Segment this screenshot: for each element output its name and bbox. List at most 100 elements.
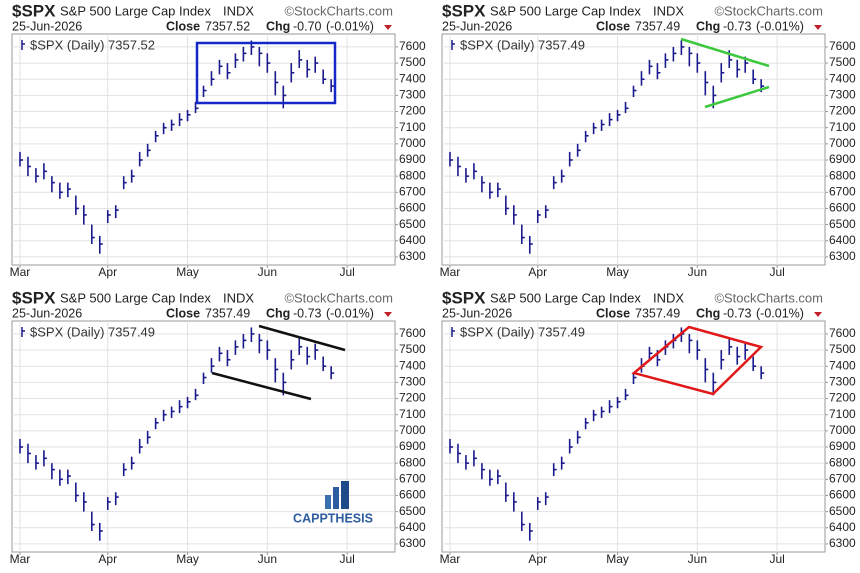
x-tick-label: Jun: [688, 265, 707, 279]
y-tick-label: 7100: [399, 120, 426, 134]
y-tick-label: 6300: [829, 536, 856, 550]
close-label: Close: [166, 19, 200, 33]
down-arrow: [814, 25, 822, 30]
close-label: Close: [596, 306, 630, 320]
close-value: 7357.49: [205, 306, 250, 320]
pattern-line: [704, 85, 770, 109]
chg-value: -0.73: [293, 306, 322, 320]
plot-area: [11, 320, 396, 553]
y-tick-label: 6400: [829, 233, 856, 247]
symbol: $SPX: [442, 1, 486, 20]
x-tick-label: Jun: [258, 552, 277, 566]
logo-bar: [341, 481, 349, 509]
y-tick-label: 6300: [829, 249, 856, 263]
index-name: S&P 500 Large Cap Index: [490, 3, 641, 18]
y-tick-label: 7000: [829, 423, 856, 437]
y-tick-label: 6400: [399, 233, 426, 247]
y-tick-label: 7600: [829, 39, 856, 53]
y-tick-label: 7300: [829, 375, 856, 389]
pattern-box: [195, 41, 337, 105]
watermark: [325, 481, 349, 509]
source: ©StockCharts.com: [284, 3, 393, 18]
chg-value: -0.70: [293, 19, 322, 33]
down-arrow: [384, 312, 392, 317]
date: 25-Jun-2026: [12, 19, 82, 33]
down-arrow: [814, 312, 822, 317]
y-tick-label: 7100: [399, 407, 426, 421]
y-tick-label: 7200: [829, 391, 856, 405]
y-tick-label: 6700: [399, 471, 426, 485]
y-tick-label: 7600: [399, 326, 426, 340]
y-tick-label: 7000: [829, 136, 856, 150]
stock-chart: $SPX S&P 500 Large Cap Index INDX ©StockCha…: [440, 1, 856, 279]
y-tick-label: 6900: [829, 439, 856, 453]
y-tick-label: 6500: [829, 504, 856, 518]
pattern-line: [258, 324, 346, 352]
exchange: INDX: [223, 3, 254, 18]
y-tick-label: 6600: [399, 201, 426, 215]
x-tick-label: May: [606, 265, 629, 279]
exchange: INDX: [653, 290, 684, 305]
y-tick-label: 6500: [399, 504, 426, 518]
chg-label: Chg: [266, 19, 290, 33]
y-tick-label: 6700: [829, 471, 856, 485]
source: ©StockCharts.com: [284, 290, 393, 305]
y-tick-label: 7000: [399, 136, 426, 150]
watermark-text: CAPPTHESIS: [293, 511, 373, 525]
chg-pct: (-0.01%): [326, 306, 374, 320]
y-tick-label: 7400: [829, 358, 856, 372]
overlay: [195, 41, 337, 105]
symbol: $SPX: [12, 288, 56, 307]
y-tick-label: 6300: [399, 536, 426, 550]
plot-area: [11, 33, 396, 266]
y-tick-label: 7600: [829, 326, 856, 340]
symbol: $SPX: [12, 1, 56, 20]
y-tick-label: 6400: [829, 520, 856, 534]
x-tick-label: Apr: [528, 552, 547, 566]
date: 25-Jun-2026: [442, 306, 512, 320]
stock-chart: $SPX S&P 500 Large Cap Index INDX ©StockCha…: [10, 288, 426, 566]
chg-label: Chg: [696, 306, 720, 320]
y-tick-label: 7100: [829, 407, 856, 421]
y-tick-label: 7200: [399, 104, 426, 118]
overlay: [211, 324, 346, 401]
y-tick-label: 6500: [829, 217, 856, 231]
close-value: 7357.49: [635, 306, 680, 320]
x-tick-label: Mar: [10, 552, 31, 566]
source: ©StockCharts.com: [714, 290, 823, 305]
y-tick-label: 6500: [399, 217, 426, 231]
index-name: S&P 500 Large Cap Index: [60, 290, 211, 305]
y-tick-label: 6600: [829, 488, 856, 502]
x-tick-label: Jun: [688, 552, 707, 566]
y-tick-label: 6800: [829, 168, 856, 182]
y-tick-label: 6800: [399, 455, 426, 469]
legend: $SPX (Daily) 7357.52: [30, 37, 155, 52]
x-tick-label: Apr: [528, 265, 547, 279]
y-tick-label: 6800: [829, 455, 856, 469]
y-tick-label: 6700: [829, 184, 856, 198]
index-name: S&P 500 Large Cap Index: [60, 3, 211, 18]
y-tick-label: 6900: [399, 439, 426, 453]
y-tick-label: 6600: [399, 488, 426, 502]
close-value: 7357.52: [205, 19, 250, 33]
chg-pct: (-0.01%): [756, 306, 804, 320]
y-tick-label: 7500: [829, 55, 856, 69]
x-tick-label: Jul: [339, 552, 354, 566]
x-tick-label: May: [606, 552, 629, 566]
y-tick-label: 7400: [399, 358, 426, 372]
pattern-line: [680, 37, 770, 68]
close-label: Close: [166, 306, 200, 320]
pattern-diamond: [631, 325, 764, 396]
x-tick-label: Mar: [10, 265, 31, 279]
chg-label: Chg: [266, 306, 290, 320]
x-tick-label: Apr: [98, 265, 117, 279]
chg-label: Chg: [696, 19, 720, 33]
y-tick-label: 7000: [399, 423, 426, 437]
x-tick-label: Mar: [440, 265, 461, 279]
legend: $SPX (Daily) 7357.49: [460, 37, 585, 52]
x-tick-label: Jul: [769, 552, 784, 566]
y-tick-label: 7500: [399, 55, 426, 69]
x-tick-label: May: [176, 552, 199, 566]
stock-chart: $SPX S&P 500 Large Cap Index INDX ©StockCha…: [10, 1, 426, 279]
